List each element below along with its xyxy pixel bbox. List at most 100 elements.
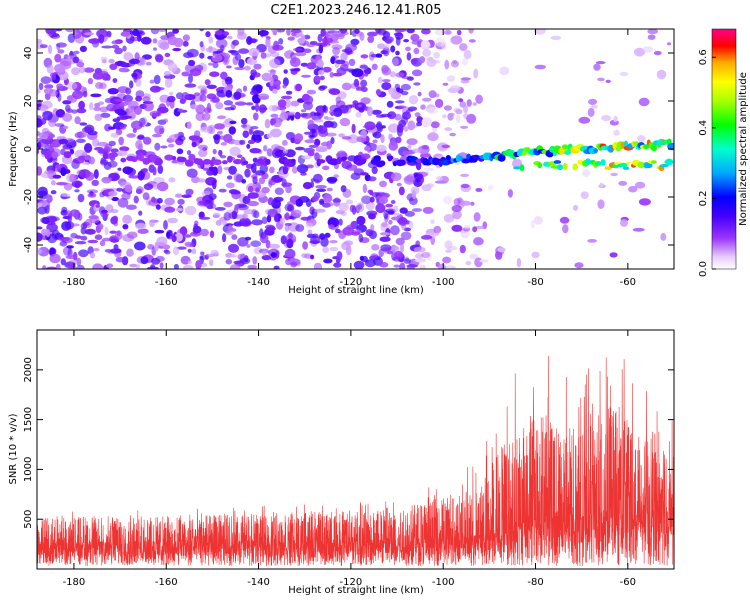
heatmap-noise-cell — [226, 231, 234, 235]
heatmap-noise-cell — [290, 57, 301, 67]
heatmap-noise-cell — [371, 244, 379, 251]
heatmap-noise-cell — [121, 31, 130, 36]
heatmap-noise-cell — [352, 124, 356, 133]
heatmap-noise-cell — [216, 220, 222, 226]
heatmap-noise-cell — [474, 258, 482, 268]
heatmap-noise-cell — [163, 245, 171, 250]
heatmap-noise-cell — [71, 223, 80, 226]
heatmap-noise-cell — [205, 31, 210, 37]
heatmap-noise-cell — [360, 97, 370, 104]
heatmap-noise-cell — [380, 114, 392, 117]
heatmap-noise-cell — [133, 128, 137, 133]
heatmap-signal-cell — [64, 151, 72, 158]
heatmap-noise-cell — [53, 175, 62, 179]
heatmap-noise-cell — [273, 197, 283, 202]
heatmap-noise-cell — [209, 259, 213, 266]
heatmap-noise-cell — [247, 201, 259, 206]
heatmap-noise-cell — [271, 252, 277, 258]
heatmap-noise-cell — [269, 167, 275, 174]
heatmap-noise-cell — [122, 224, 128, 229]
heatmap-noise-cell — [372, 140, 377, 144]
heatmap-noise-cell — [379, 262, 388, 268]
heatmap-noise-cell — [620, 219, 628, 227]
heatmap-noise-cell — [211, 54, 222, 62]
heatmap-noise-cell — [232, 40, 239, 46]
heatmap-noise-cell — [588, 99, 597, 105]
heatmap-noise-cell — [120, 124, 126, 130]
heatmap-noise-cell — [114, 48, 123, 55]
heatmap-noise-cell — [114, 99, 124, 102]
heatmap-noise-cell — [431, 121, 440, 128]
heatmap-noise-cell — [163, 220, 168, 230]
heatmap-noise-cell — [456, 115, 460, 123]
heatmap-xtick-label: -160 — [155, 277, 178, 288]
heatmap-noise-cell — [122, 166, 133, 174]
heatmap-noise-cell — [173, 38, 183, 47]
heatmap-noise-cell — [95, 114, 103, 121]
heatmap-noise-cell — [409, 95, 419, 104]
heatmap-noise-cell — [379, 181, 387, 188]
heatmap-noise-cell — [599, 183, 603, 188]
heatmap-xtick-label: -80 — [527, 277, 543, 288]
heatmap-noise-cell — [40, 44, 48, 48]
heatmap-noise-cell — [215, 207, 226, 211]
heatmap-noise-cell — [183, 34, 190, 41]
heatmap-noise-cell — [150, 264, 155, 269]
heatmap-noise-cell — [354, 79, 359, 87]
heatmap-noise-cell — [414, 48, 420, 54]
heatmap-noise-cell — [117, 150, 128, 156]
heatmap-noise-cell — [178, 109, 183, 113]
heatmap-noise-cell — [314, 119, 324, 122]
heatmap-noise-cell — [230, 264, 241, 272]
heatmap-noise-cell — [283, 149, 288, 154]
heatmap-noise-cell — [150, 80, 155, 84]
heatmap-noise-cell — [435, 99, 443, 108]
heatmap-signal-cell — [172, 156, 176, 160]
heatmap-noise-cell — [421, 40, 430, 48]
heatmap-noise-cell — [272, 45, 284, 51]
heatmap-noise-cell — [154, 143, 160, 151]
heatmap-noise-cell — [390, 225, 400, 235]
heatmap-noise-cell — [108, 59, 114, 64]
heatmap-noise-cell — [412, 148, 421, 153]
heatmap-noise-cell — [397, 124, 404, 133]
heatmap-noise-cell — [255, 187, 260, 192]
heatmap-noise-cell — [263, 145, 267, 151]
heatmap-noise-cell — [88, 193, 97, 198]
heatmap-noise-cell — [457, 30, 462, 35]
heatmap-noise-cell — [667, 42, 671, 45]
heatmap-noise-cell — [239, 140, 245, 145]
snr-series-line — [37, 356, 674, 566]
heatmap-noise-cell — [134, 106, 142, 115]
heatmap-noise-cell — [393, 58, 399, 67]
heatmap-noise-cell — [322, 246, 329, 253]
heatmap-noise-cell — [54, 54, 61, 63]
heatmap-noise-cell — [119, 68, 128, 73]
heatmap-signal-cell — [242, 161, 248, 166]
heatmap-noise-cell — [373, 132, 382, 139]
heatmap-noise-cell — [175, 194, 183, 198]
heatmap-noise-cell — [400, 207, 408, 213]
heatmap-noise-cell — [185, 189, 193, 196]
heatmap-noise-cell — [251, 219, 263, 225]
heatmap-noise-cell — [455, 109, 462, 114]
heatmap-noise-cell — [360, 32, 365, 41]
heatmap-noise-cell — [241, 118, 248, 125]
heatmap-noise-cell — [79, 122, 87, 125]
heatmap-noise-cell — [138, 211, 142, 216]
heatmap-signal-cell — [120, 158, 126, 163]
heatmap-noise-cell — [358, 104, 362, 107]
heatmap-noise-cell — [333, 73, 343, 77]
heatmap-noise-cell — [220, 72, 228, 80]
heatmap-noise-cell — [291, 101, 300, 107]
heatmap-noise-cell — [238, 59, 244, 68]
heatmap-noise-cell — [165, 78, 173, 88]
heatmap-noise-cell — [56, 42, 67, 47]
heatmap-noise-cell — [398, 105, 406, 108]
heatmap-noise-cell — [295, 84, 302, 92]
heatmap-noise-cell — [427, 132, 438, 141]
heatmap-noise-cell — [59, 139, 69, 145]
snr-xtick-label: -100 — [432, 577, 455, 588]
heatmap-noise-cell — [314, 209, 326, 213]
heatmap-noise-cell — [110, 209, 119, 213]
